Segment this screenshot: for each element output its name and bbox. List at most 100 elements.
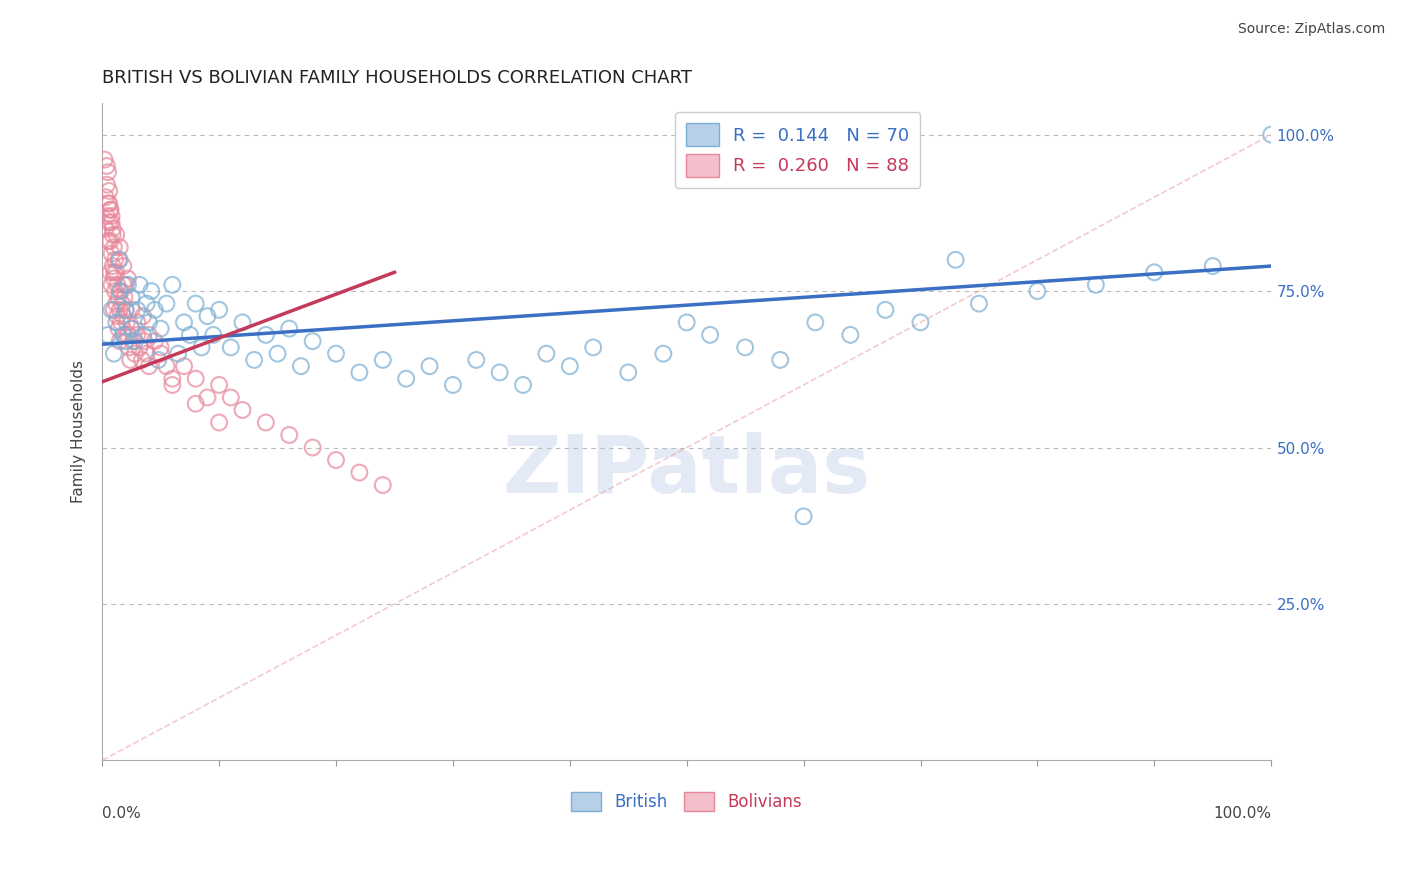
Point xyxy=(100,202,122,217)
Point xyxy=(148,352,170,367)
Text: ZIPatlas: ZIPatlas xyxy=(502,433,870,510)
Point xyxy=(96,178,118,192)
Point xyxy=(132,327,155,342)
Point xyxy=(875,302,897,317)
Point xyxy=(441,378,464,392)
Point xyxy=(103,265,125,279)
Point xyxy=(1084,277,1107,292)
Point xyxy=(254,416,277,430)
Point xyxy=(1202,259,1225,273)
Point xyxy=(105,227,128,242)
Point xyxy=(162,378,184,392)
Point xyxy=(97,234,120,248)
Point xyxy=(179,327,201,342)
Point xyxy=(804,315,827,329)
Point xyxy=(107,290,129,304)
Point xyxy=(105,315,128,329)
Point xyxy=(98,196,121,211)
Point xyxy=(325,453,347,467)
Point xyxy=(96,209,118,223)
Point xyxy=(120,290,142,304)
Point xyxy=(219,340,242,354)
Point xyxy=(101,259,124,273)
Point xyxy=(114,334,136,348)
Point xyxy=(128,277,150,292)
Point xyxy=(349,366,371,380)
Point xyxy=(769,352,792,367)
Point xyxy=(114,302,136,317)
Point xyxy=(278,428,301,442)
Point xyxy=(108,302,131,317)
Point xyxy=(910,315,932,329)
Point xyxy=(395,372,418,386)
Point xyxy=(97,165,120,179)
Point xyxy=(100,277,122,292)
Legend: British, Bolivians: British, Bolivians xyxy=(564,785,808,818)
Point xyxy=(197,391,219,405)
Point xyxy=(167,346,190,360)
Point xyxy=(162,277,184,292)
Point xyxy=(132,309,155,323)
Point xyxy=(173,315,195,329)
Point xyxy=(93,153,115,167)
Point xyxy=(100,215,122,229)
Text: 100.0%: 100.0% xyxy=(1213,806,1271,822)
Point xyxy=(117,271,139,285)
Point xyxy=(536,346,558,360)
Point xyxy=(143,302,166,317)
Point xyxy=(1260,128,1282,142)
Point xyxy=(231,403,253,417)
Point xyxy=(371,478,394,492)
Point xyxy=(184,296,207,310)
Point xyxy=(793,509,815,524)
Point xyxy=(100,265,122,279)
Point xyxy=(465,352,488,367)
Point xyxy=(118,340,141,354)
Point xyxy=(149,340,172,354)
Point xyxy=(117,327,139,342)
Point xyxy=(115,315,138,329)
Point xyxy=(94,221,117,235)
Point xyxy=(243,352,266,367)
Point xyxy=(135,296,157,310)
Point xyxy=(558,359,581,374)
Point xyxy=(107,277,129,292)
Point xyxy=(190,340,212,354)
Point xyxy=(278,321,301,335)
Point xyxy=(94,190,117,204)
Point xyxy=(100,246,122,260)
Point xyxy=(582,340,605,354)
Point xyxy=(219,391,242,405)
Point xyxy=(839,327,862,342)
Point xyxy=(290,359,312,374)
Point xyxy=(1026,284,1049,298)
Point xyxy=(155,296,177,310)
Point xyxy=(1143,265,1166,279)
Point xyxy=(100,234,122,248)
Point xyxy=(107,309,129,323)
Point xyxy=(208,302,231,317)
Point xyxy=(325,346,347,360)
Point xyxy=(127,315,149,329)
Point xyxy=(208,378,231,392)
Point xyxy=(120,321,142,335)
Point xyxy=(98,215,121,229)
Point xyxy=(135,346,157,360)
Point xyxy=(173,359,195,374)
Point xyxy=(301,441,323,455)
Point xyxy=(103,271,125,285)
Point xyxy=(138,359,160,374)
Text: BRITISH VS BOLIVIAN FAMILY HOUSEHOLDS CORRELATION CHART: BRITISH VS BOLIVIAN FAMILY HOUSEHOLDS CO… xyxy=(103,69,692,87)
Point xyxy=(101,221,124,235)
Point xyxy=(208,416,231,430)
Point xyxy=(184,372,207,386)
Point xyxy=(101,227,124,242)
Point xyxy=(652,346,675,360)
Point xyxy=(349,466,371,480)
Point xyxy=(254,327,277,342)
Y-axis label: Family Households: Family Households xyxy=(72,360,86,503)
Point xyxy=(141,284,163,298)
Point xyxy=(104,252,127,267)
Point xyxy=(107,252,129,267)
Point xyxy=(197,309,219,323)
